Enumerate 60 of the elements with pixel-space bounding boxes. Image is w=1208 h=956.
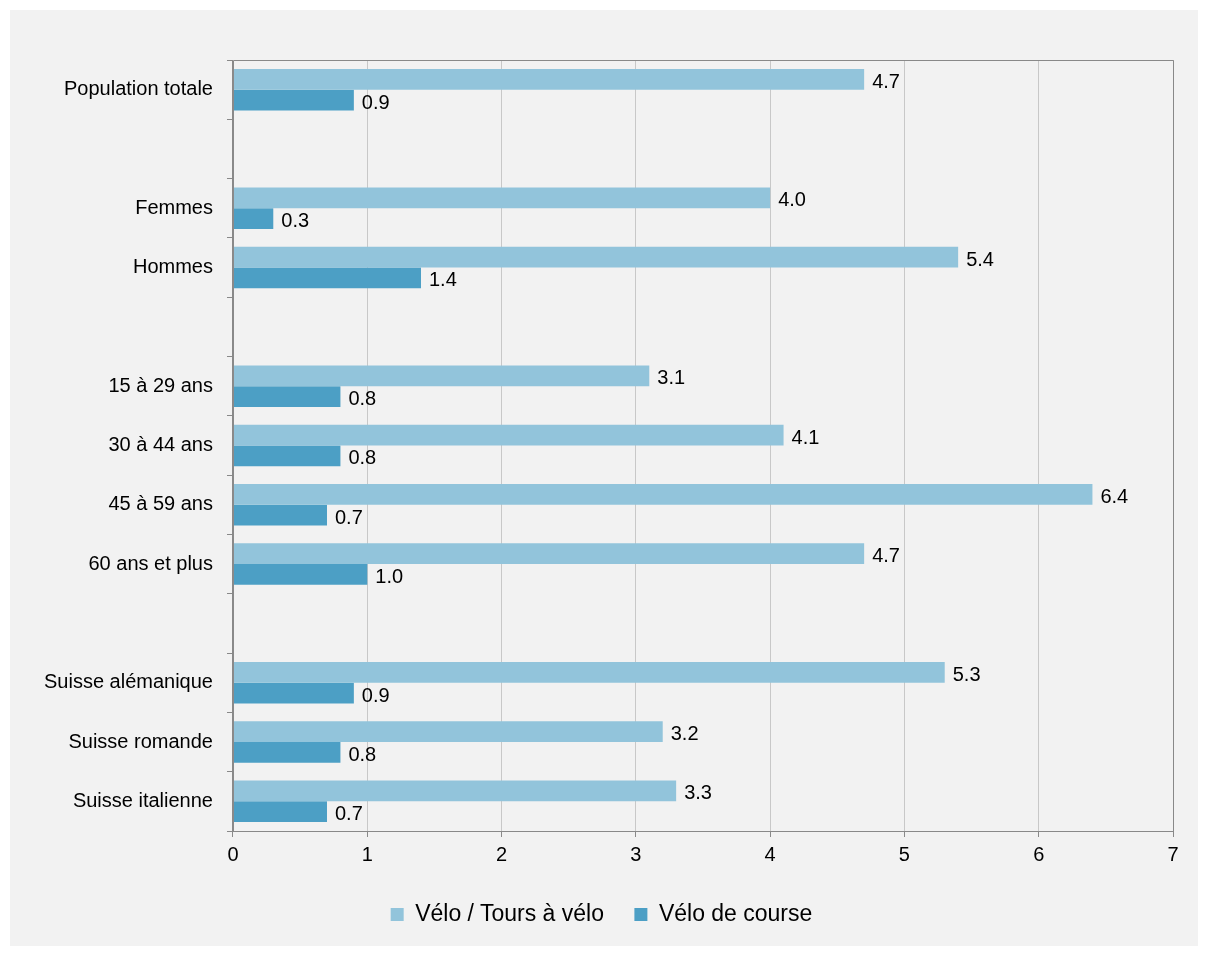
bar xyxy=(233,721,663,743)
data-label: 4.1 xyxy=(791,425,820,448)
legend-label: Vélo / Tours à vélo xyxy=(415,899,604,926)
data-label: 3.1 xyxy=(657,366,686,389)
y-tick-label: Population totale xyxy=(63,77,213,100)
bar xyxy=(233,801,327,823)
y-tick-label: 30 à 44 ans xyxy=(108,433,213,456)
bar xyxy=(233,187,771,209)
data-label: 5.3 xyxy=(952,662,981,685)
bar xyxy=(233,208,274,230)
bar xyxy=(233,424,784,446)
data-label: 4.7 xyxy=(872,69,900,92)
data-label: 0.7 xyxy=(334,802,363,825)
x-tick-label: 2 xyxy=(496,842,508,865)
y-tick-label: Suisse romande xyxy=(68,729,213,752)
bar xyxy=(233,661,945,683)
y-tick-label: Suisse italienne xyxy=(72,788,213,811)
x-tick-label: 1 xyxy=(361,842,373,865)
x-tick-label: 6 xyxy=(1033,842,1045,865)
y-tick-label: 60 ans et plus xyxy=(88,551,213,574)
data-label: 4.7 xyxy=(872,544,900,567)
data-label: 5.4 xyxy=(966,247,994,270)
bar xyxy=(233,543,865,565)
y-tick-label: Hommes xyxy=(132,255,213,278)
legend-label: Vélo de course xyxy=(658,899,813,926)
x-tick-label: 7 xyxy=(1167,842,1179,865)
bar xyxy=(233,246,959,268)
bar xyxy=(233,484,1093,505)
y-tick-label: 15 à 29 ans xyxy=(108,373,213,396)
bar xyxy=(233,742,341,763)
data-label: 0.3 xyxy=(281,209,310,232)
bar xyxy=(233,365,650,387)
bar xyxy=(233,682,354,704)
data-label: 0.9 xyxy=(361,90,390,113)
bar xyxy=(233,780,677,802)
y-tick-label: 45 à 59 ans xyxy=(108,492,213,515)
bar xyxy=(233,386,341,407)
x-tick-label: 5 xyxy=(898,842,910,865)
y-tick-label: Femmes xyxy=(135,195,213,218)
bar xyxy=(233,267,421,289)
data-label: 1.0 xyxy=(375,565,404,588)
data-label: 0.8 xyxy=(348,446,377,469)
data-label: 3.3 xyxy=(684,781,712,804)
data-label: 0.9 xyxy=(361,683,390,706)
bar xyxy=(233,68,865,90)
data-label: 0.8 xyxy=(348,387,377,410)
x-tick-label: 4 xyxy=(764,842,776,865)
data-label: 0.8 xyxy=(348,742,377,765)
data-label: 0.7 xyxy=(334,505,363,528)
data-label: 6.4 xyxy=(1100,484,1129,507)
bar xyxy=(233,89,354,111)
data-label: 1.4 xyxy=(429,268,457,291)
data-label: 4.0 xyxy=(778,188,806,211)
data-label: 3.2 xyxy=(670,722,699,745)
y-tick-label: Suisse alémanique xyxy=(43,670,213,693)
bar xyxy=(233,504,327,526)
x-tick-label: 3 xyxy=(630,842,642,865)
bar xyxy=(233,564,368,585)
x-tick-label: 0 xyxy=(227,842,239,865)
bar xyxy=(233,445,341,467)
